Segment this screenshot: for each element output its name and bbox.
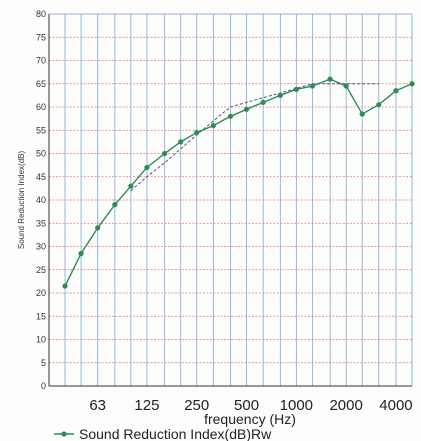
y-tick-label: 0: [41, 381, 46, 391]
legend: Sound Reduction Index(dB)Rw: [54, 426, 272, 441]
data-point: [78, 250, 84, 257]
x-tick-label: 2000: [329, 397, 362, 414]
data-point: [393, 88, 399, 94]
y-tick-label: 10: [36, 335, 46, 345]
x-tick-labels: 63 125 250 500 1000 2000 4000: [89, 397, 412, 414]
data-point: [112, 202, 118, 208]
data-point: [178, 139, 184, 145]
y-axis-label: Sound Reduction Index(dB): [17, 151, 26, 250]
reference-curve-line: [130, 83, 379, 192]
data-point: [260, 99, 266, 105]
data-point: [162, 150, 168, 157]
data-point: [409, 81, 415, 87]
y-tick-label: 35: [36, 218, 46, 228]
series-line-path: [64, 78, 413, 287]
y-tick-label: 25: [36, 265, 46, 275]
y-tick-label: 60: [36, 102, 46, 112]
x-tick-label: 63: [89, 397, 106, 414]
data-point: [243, 106, 250, 112]
data-point: [343, 83, 349, 89]
y-tick-label: 45: [36, 172, 46, 182]
data-point: [327, 76, 333, 82]
data-point: [309, 83, 315, 89]
x-tick-label: 1000: [280, 397, 313, 414]
data-point: [210, 123, 216, 129]
data-point: [144, 164, 150, 171]
y-tick-labels: 0 5 10 15 20 25 30 35 40 45 50 55 60 65 70 75 80: [36, 9, 46, 391]
x-tick-label: 250: [184, 397, 209, 414]
y-tick-label: 70: [36, 56, 46, 66]
grid: [49, 13, 413, 387]
data-point: [376, 102, 382, 108]
y-tick-label: 40: [36, 195, 46, 205]
data-point: [359, 111, 365, 117]
legend-point-marker: [61, 431, 67, 437]
data-point: [194, 129, 200, 136]
x-axis-label: frequency (Hz): [204, 411, 296, 427]
y-tick-label: 15: [36, 311, 46, 321]
data-point: [128, 183, 134, 189]
reference-curve: [130, 83, 379, 192]
legend-label: Sound Reduction Index(dB)Rw: [79, 426, 272, 441]
axes: [48, 13, 412, 387]
x-tick-label: 4000: [379, 397, 412, 414]
y-tick-label: 50: [36, 149, 46, 159]
x-tick-label: 125: [134, 397, 159, 414]
y-tick-label: 30: [36, 242, 46, 252]
y-tick-label: 20: [36, 288, 46, 298]
data-point: [62, 283, 68, 289]
data-point: [277, 92, 283, 98]
y-tick-label: 75: [36, 32, 46, 42]
series-points: [62, 76, 415, 289]
y-tick-label: 65: [36, 79, 46, 89]
data-point: [95, 225, 101, 231]
y-tick-label: 80: [36, 9, 46, 19]
data-point: [227, 113, 234, 119]
y-tick-label: 55: [36, 125, 46, 135]
data-point: [293, 86, 299, 92]
y-tick-label: 5: [41, 358, 46, 368]
series-line: [64, 78, 413, 287]
x-tick-label: 500: [234, 397, 259, 414]
